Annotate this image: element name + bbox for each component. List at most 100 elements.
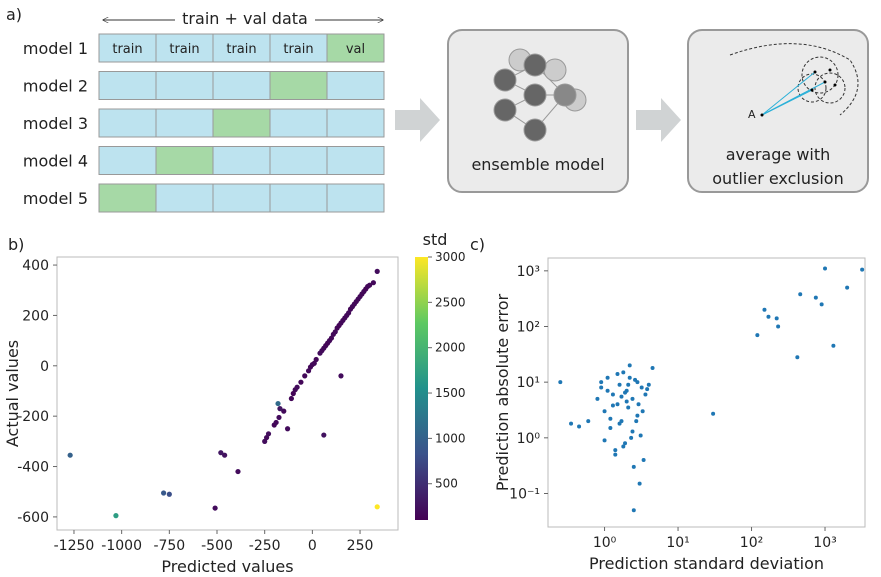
model-label: model 5 xyxy=(23,189,88,208)
fold-cell xyxy=(269,33,328,63)
point xyxy=(586,419,591,424)
fold-cell xyxy=(269,183,328,213)
fold-cell xyxy=(326,33,385,63)
fold-cell xyxy=(155,108,214,138)
fold-cell xyxy=(155,146,214,175)
fold-cell xyxy=(212,71,271,100)
fold-cell xyxy=(98,71,157,100)
point xyxy=(860,267,865,272)
x-tick-label: -500 xyxy=(201,538,233,554)
point xyxy=(615,372,620,377)
point xyxy=(298,379,304,385)
fold-cell xyxy=(155,33,214,63)
point xyxy=(222,452,228,458)
point xyxy=(610,403,615,408)
y-tick-label: 10¹ xyxy=(517,375,540,391)
point xyxy=(613,452,618,457)
span-label: train + val data xyxy=(182,9,308,28)
point xyxy=(621,370,626,375)
fold-cell xyxy=(269,108,328,138)
model-label: model 3 xyxy=(23,114,88,133)
point xyxy=(795,355,800,360)
point xyxy=(645,387,650,392)
x-axis-label: Predicted values xyxy=(161,557,293,573)
fold-cell xyxy=(155,183,214,213)
box xyxy=(447,29,629,193)
point xyxy=(619,394,624,399)
fold-cell xyxy=(98,108,157,138)
fold-cell xyxy=(212,146,271,175)
fold-cell xyxy=(98,33,157,63)
point xyxy=(634,419,639,424)
colorbar-tick-label: 3000 xyxy=(435,250,466,264)
point xyxy=(621,444,626,449)
span-bg xyxy=(175,10,315,30)
colorbar xyxy=(415,257,428,520)
point xyxy=(617,382,622,387)
point xyxy=(599,385,604,390)
box-label: average with xyxy=(726,145,831,164)
point xyxy=(288,395,294,402)
fold-cell xyxy=(326,108,385,138)
box xyxy=(687,29,869,193)
fold-label: val xyxy=(346,42,365,57)
point xyxy=(558,380,563,385)
point xyxy=(623,441,628,446)
point xyxy=(608,426,613,431)
point xyxy=(711,411,716,416)
fold-cell xyxy=(269,146,328,175)
arrow xyxy=(636,98,681,142)
point xyxy=(370,280,376,286)
point xyxy=(626,405,631,410)
point xyxy=(294,384,300,390)
point xyxy=(218,450,224,456)
model-label: model 2 xyxy=(23,77,88,96)
x-tick-label: 250 xyxy=(347,538,374,554)
point xyxy=(302,373,308,379)
point xyxy=(766,314,771,319)
point xyxy=(798,292,803,297)
x-tick-label: 10² xyxy=(740,535,763,551)
point xyxy=(638,433,643,438)
x-tick-label: -250 xyxy=(249,538,281,554)
point xyxy=(374,504,380,510)
point xyxy=(630,396,635,401)
fold-label: train xyxy=(112,42,142,57)
y-tick-label: 200 xyxy=(22,308,49,324)
point xyxy=(284,426,291,432)
colorbar-label: std xyxy=(423,230,448,249)
point xyxy=(277,406,283,412)
point xyxy=(212,505,218,511)
fold-label: train xyxy=(283,42,313,57)
y-axis-label: Actual values xyxy=(3,340,22,447)
panel-label: a) xyxy=(6,5,22,24)
point xyxy=(636,402,641,407)
point xyxy=(774,316,779,321)
x-axis-label: Prediction standard deviation xyxy=(589,554,824,573)
point xyxy=(627,363,632,368)
colorbar-tick-label: 1500 xyxy=(435,386,466,400)
network-icon xyxy=(493,48,587,142)
point xyxy=(627,375,632,380)
point xyxy=(602,409,607,414)
fold-cell xyxy=(155,71,214,100)
colorbar-tick-label: 1000 xyxy=(435,431,466,445)
point xyxy=(755,333,760,338)
point xyxy=(819,302,824,307)
x-tick-label: -1000 xyxy=(101,538,142,554)
point xyxy=(602,438,607,443)
x-tick-label: 0 xyxy=(308,538,317,554)
colorbar-tick-label: 2500 xyxy=(435,295,466,309)
point xyxy=(831,343,836,348)
y-tick-label: 10³ xyxy=(517,264,540,280)
model-label: model 1 xyxy=(23,39,88,58)
point xyxy=(641,457,646,462)
outlier-icon xyxy=(729,43,859,117)
y-tick-label: 0 xyxy=(40,359,49,375)
fold-cell xyxy=(326,71,385,100)
point-label: A xyxy=(748,108,756,121)
point xyxy=(610,392,615,397)
point xyxy=(235,468,241,475)
point xyxy=(569,421,574,426)
point xyxy=(845,285,850,290)
